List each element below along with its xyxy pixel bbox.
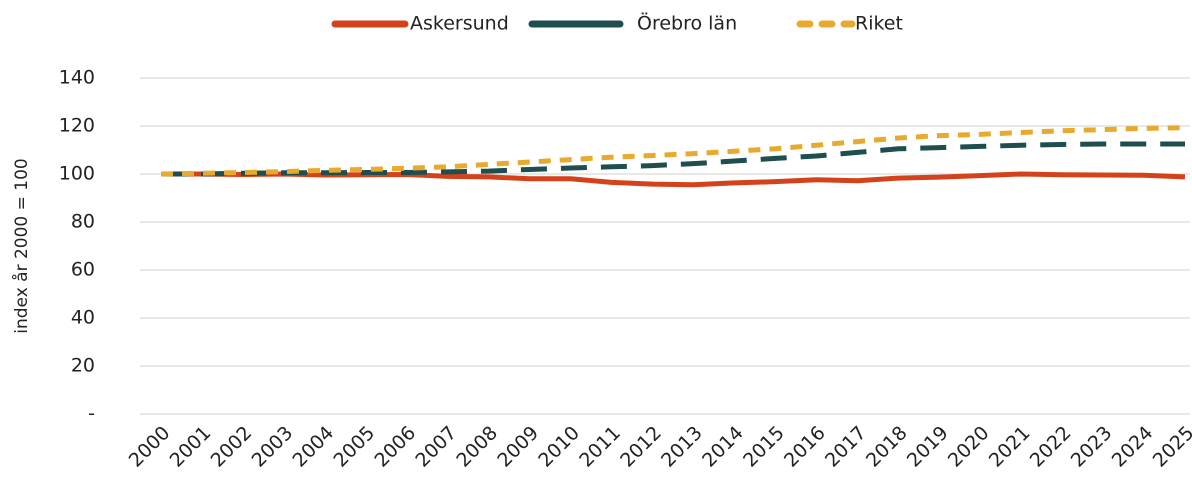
y-tick-label: 40 xyxy=(71,307,95,329)
x-tick-label: 2023 xyxy=(1067,422,1117,472)
legend-label: Riket xyxy=(855,13,903,35)
y-tick-label: 120 xyxy=(59,115,95,137)
y-tick-label: 20 xyxy=(71,355,95,377)
x-tick-label: 2011 xyxy=(575,422,625,472)
x-tick-label: 2015 xyxy=(739,422,789,472)
x-tick-label: 2021 xyxy=(985,422,1035,472)
x-tick-label: 2018 xyxy=(862,422,912,472)
y-tick-label: 80 xyxy=(71,211,95,233)
x-tick-label: 2007 xyxy=(411,422,461,472)
x-tick-label: 2002 xyxy=(207,422,257,472)
x-tick-label: 2006 xyxy=(370,422,420,472)
y-axis-label: index år 2000 = 100 xyxy=(11,158,32,334)
x-tick-label: 2012 xyxy=(616,422,666,472)
x-tick-label: 2020 xyxy=(944,422,994,472)
x-tick-label: 2025 xyxy=(1149,422,1192,472)
x-tick-label: 2016 xyxy=(780,422,830,472)
y-tick-label: 100 xyxy=(59,163,95,185)
x-tick-label: 2009 xyxy=(493,422,543,472)
data-line xyxy=(161,171,1186,188)
y-tick-label: - xyxy=(88,403,95,425)
legend-label: Örebro län xyxy=(637,12,737,35)
x-tick-label: 2014 xyxy=(698,422,748,472)
x-tick-label: 2013 xyxy=(657,422,707,472)
x-tick-label: 2017 xyxy=(821,422,871,472)
x-tick-label: 2000 xyxy=(125,422,175,472)
y-tick-label: 140 xyxy=(59,67,95,89)
x-tick-label: 2008 xyxy=(452,422,502,472)
x-tick-label: 2024 xyxy=(1108,422,1158,472)
x-tick-label: 2004 xyxy=(289,422,339,472)
x-tick-label: 2019 xyxy=(903,422,953,472)
x-tick-label: 2001 xyxy=(166,422,216,472)
y-tick-label: 60 xyxy=(71,259,95,281)
x-tick-label: 2010 xyxy=(534,422,584,472)
data-line xyxy=(160,125,1186,177)
legend-label: Askersund xyxy=(410,13,509,35)
x-tick-label: 2022 xyxy=(1026,422,1076,472)
x-tick-label: 2005 xyxy=(329,422,379,472)
data-line xyxy=(161,141,1185,177)
x-tick-label: 2003 xyxy=(248,422,298,472)
